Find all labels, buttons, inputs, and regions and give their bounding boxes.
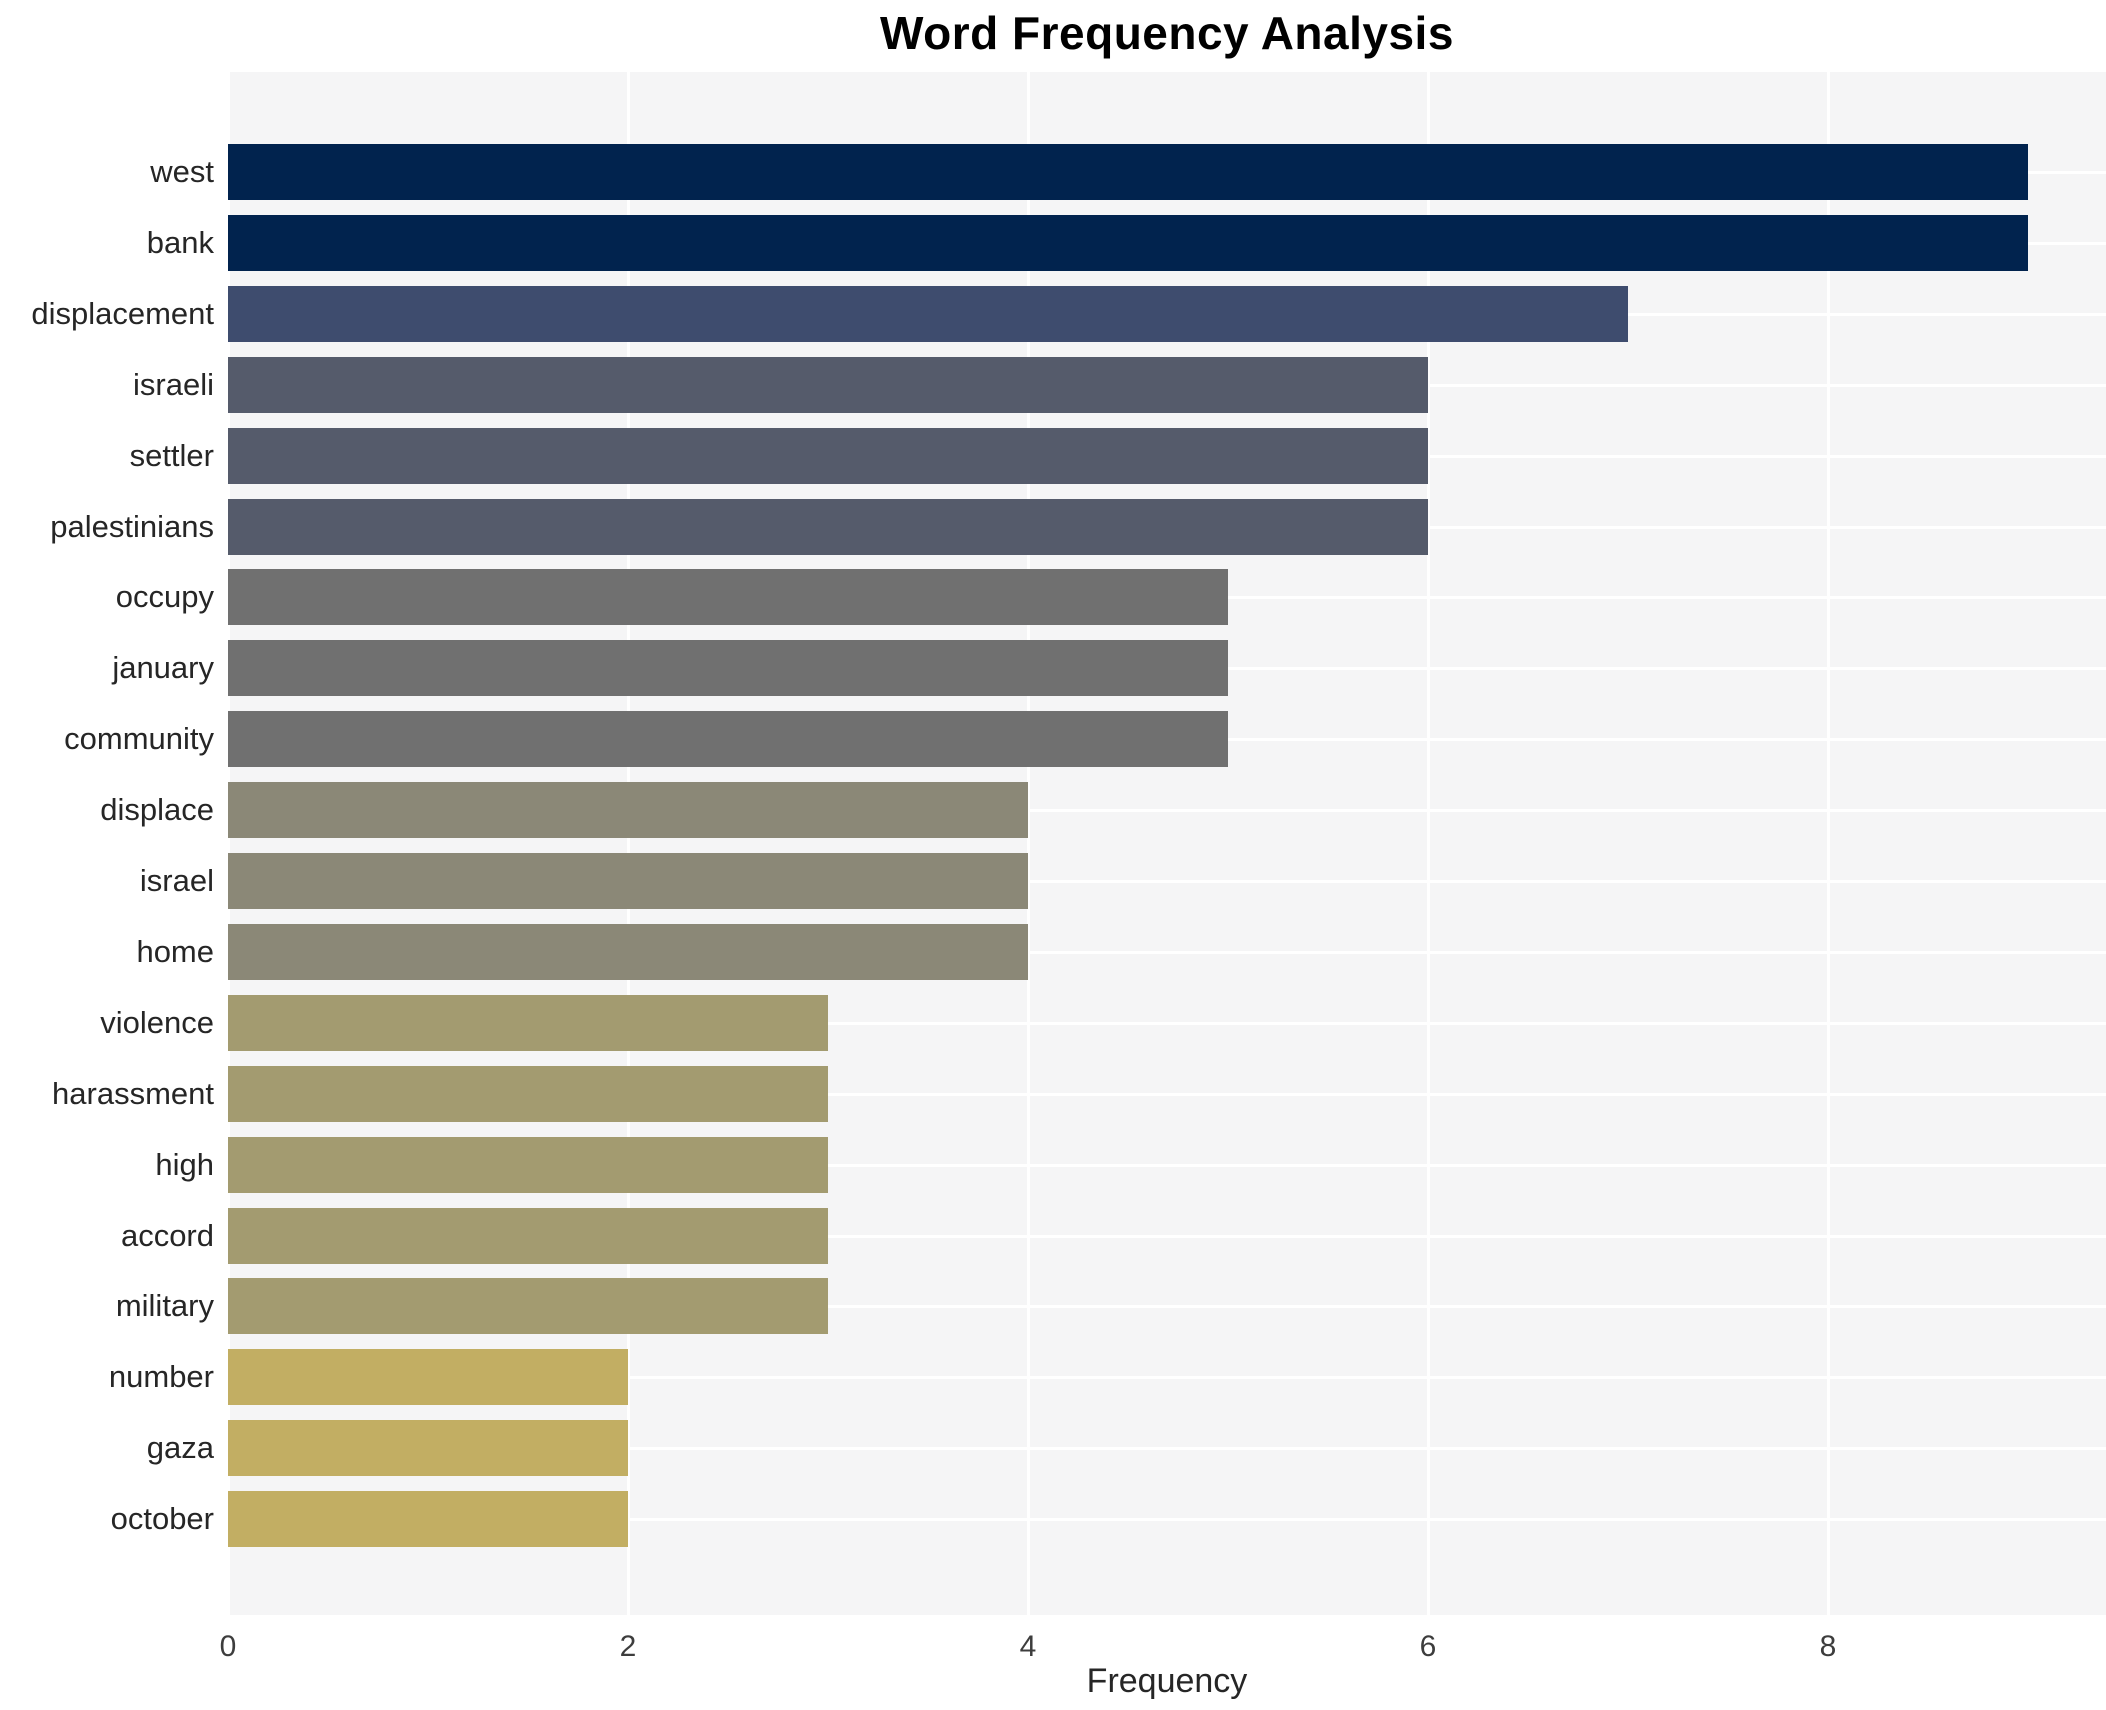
bar-october xyxy=(228,1491,628,1548)
chart-title: Word Frequency Analysis xyxy=(880,7,1454,59)
gridline-horizontal xyxy=(228,1305,2106,1309)
gridline-horizontal xyxy=(228,880,2106,883)
bar-home xyxy=(228,923,1028,980)
x-axis-tick-label-2: 2 xyxy=(619,1630,637,1663)
bar-number xyxy=(228,1349,628,1406)
gridline-horizontal xyxy=(228,1092,2106,1096)
y-axis-label-israel: israel xyxy=(139,863,214,898)
y-axis-label-community: community xyxy=(64,721,214,757)
bar-january xyxy=(228,640,1228,697)
bar-bank xyxy=(228,214,2028,271)
y-axis-label-palestinians: palestinians xyxy=(50,508,214,544)
y-axis-label-high: high xyxy=(155,1146,214,1182)
gridline-vertical xyxy=(1827,72,1830,1615)
y-axis-label-october: october xyxy=(110,1501,214,1537)
y-axis-label-settler: settler xyxy=(129,437,214,473)
plot-area xyxy=(227,72,2106,1615)
bar-harassment xyxy=(228,1065,828,1122)
bar-accord xyxy=(228,1207,828,1264)
bar-violence xyxy=(228,994,828,1051)
bar-settler xyxy=(228,427,1428,484)
y-axis-label-bank: bank xyxy=(146,224,214,260)
gridline-horizontal xyxy=(228,1447,2106,1451)
y-axis-label-accord: accord xyxy=(120,1217,214,1253)
y-axis-label-gaza: gaza xyxy=(146,1430,214,1466)
y-axis-label-military: military xyxy=(115,1288,214,1324)
bar-high xyxy=(228,1136,828,1193)
y-axis-label-january: january xyxy=(112,650,214,686)
gridline-vertical xyxy=(227,72,230,1615)
x-axis-tick-label-0: 0 xyxy=(219,1630,237,1663)
y-axis-label-home: home xyxy=(136,933,214,969)
y-axis-label-number: number xyxy=(108,1359,214,1395)
bar-israeli xyxy=(228,356,1428,413)
bar-west xyxy=(228,144,2028,200)
gridline-horizontal xyxy=(228,1518,2106,1522)
y-axis-label-displace: displace xyxy=(100,792,214,828)
bar-israel xyxy=(228,853,1028,909)
gridline-vertical xyxy=(1427,72,1430,1615)
x-axis-title: Frequency xyxy=(1086,1662,1248,1700)
x-axis-tick-label-4: 4 xyxy=(1019,1630,1037,1663)
gridline-horizontal xyxy=(228,1163,2106,1167)
bar-occupy xyxy=(228,569,1228,626)
x-axis-tick-label-6: 6 xyxy=(1419,1630,1437,1663)
gridline-vertical xyxy=(1027,72,1030,1615)
gridline-horizontal xyxy=(228,1234,2106,1238)
gridline-vertical xyxy=(627,72,630,1615)
bar-displacement xyxy=(228,285,1628,342)
bar-community xyxy=(228,711,1228,768)
bar-palestinians xyxy=(228,498,1428,555)
y-axis-label-occupy: occupy xyxy=(115,579,214,615)
y-axis-label-west: west xyxy=(150,154,214,189)
gridline-horizontal xyxy=(228,1376,2106,1380)
bar-gaza xyxy=(228,1420,628,1477)
y-axis-label-violence: violence xyxy=(100,1004,214,1040)
y-axis-label-israeli: israeli xyxy=(133,366,214,402)
y-axis-label-harassment: harassment xyxy=(52,1075,214,1111)
bar-displace xyxy=(228,782,1028,839)
gridline-horizontal xyxy=(228,1021,2106,1025)
x-axis-tick-label-8: 8 xyxy=(1819,1630,1837,1663)
bar-military xyxy=(228,1278,828,1335)
gridline-horizontal xyxy=(228,809,2106,813)
y-axis-label-displacement: displacement xyxy=(31,295,214,331)
gridline-horizontal xyxy=(228,950,2106,954)
